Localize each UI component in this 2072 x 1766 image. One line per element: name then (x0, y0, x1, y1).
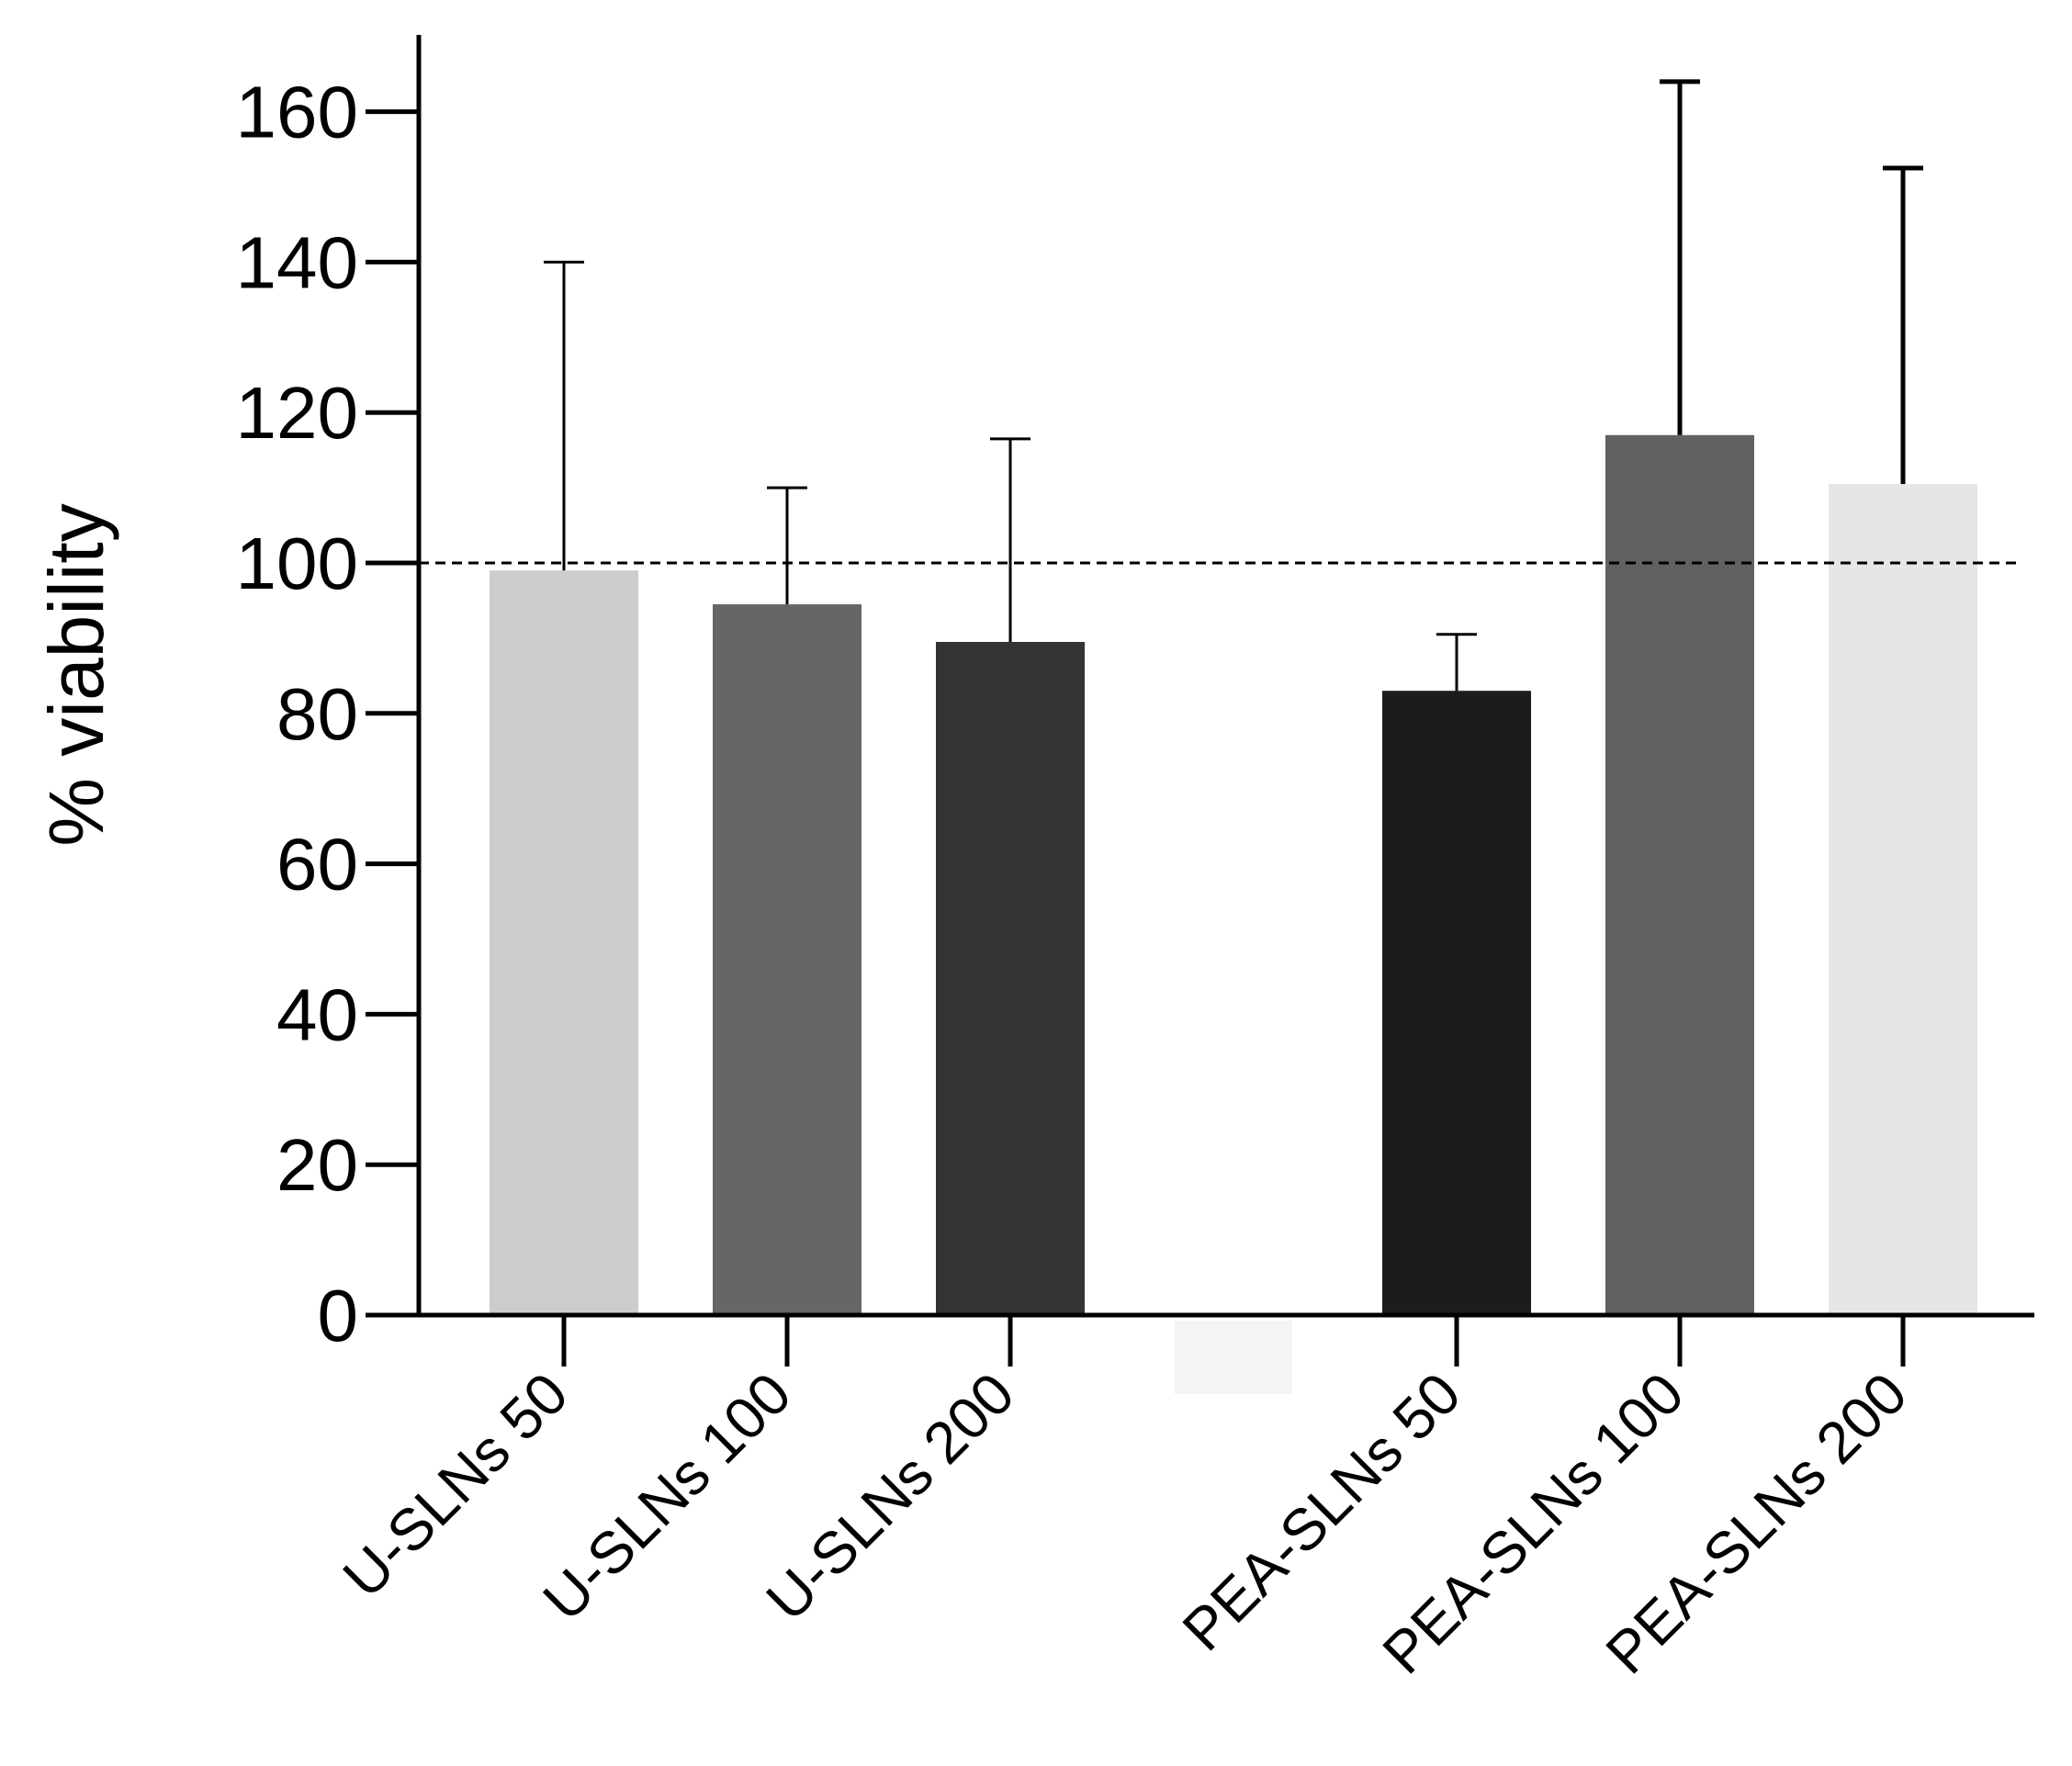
y-tick-label-120: 120 (236, 372, 358, 454)
x-tick-label-0: U-SLNs 50 (331, 1360, 580, 1610)
y-tick-label-80: 80 (276, 673, 358, 755)
bar-0 (490, 570, 638, 1315)
bar-4 (1382, 691, 1531, 1315)
gap-placeholder (1175, 1321, 1292, 1394)
y-tick-label-160: 160 (236, 72, 358, 153)
y-tick-label-20: 20 (276, 1124, 358, 1206)
y-axis-title: % viability (33, 503, 119, 846)
y-ticks-group: 0 20 40 60 80 100 120 140 160 (236, 72, 419, 1356)
y-tick-label-0: 0 (318, 1275, 359, 1356)
y-tick-label-100: 100 (236, 523, 358, 604)
bar-1 (713, 604, 861, 1315)
y-tick-label-140: 140 (236, 221, 358, 303)
y-tick-label-60: 60 (276, 824, 358, 905)
bar-6 (1829, 484, 1977, 1315)
bar-2 (936, 641, 1085, 1315)
error-bars-group (544, 79, 1923, 692)
y-tick-label-40: 40 (276, 973, 358, 1055)
bar-5 (1605, 434, 1754, 1315)
bars-group (490, 434, 1977, 1394)
axes-group (366, 35, 2034, 1318)
